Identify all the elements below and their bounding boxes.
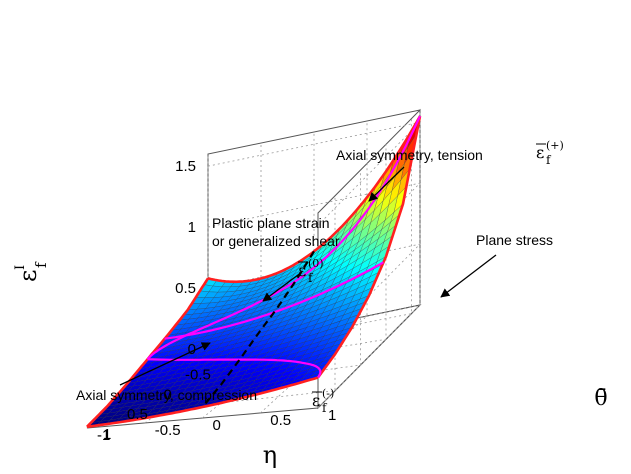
symbol-eps-minus-base: ε: [312, 391, 320, 410]
symbol-eps-zero-sub: f: [308, 271, 314, 285]
annotations: Axial symmetry, tension Plastic plane str…: [76, 139, 564, 415]
symbol-eps-zero: ε (0)f: [298, 257, 324, 285]
z-axis-title-base: ε: [14, 270, 42, 282]
symbol-eps-zero-sup: (0): [308, 257, 324, 270]
surface-edge-eta-max: [86, 376, 319, 429]
curve-plane-strain-left: [146, 115, 421, 361]
symbol-eps-zero-base: ε: [298, 261, 306, 280]
z-tick-label-1: 0.5: [175, 280, 196, 297]
z-tick-label-2: 1: [188, 219, 196, 236]
curve-eps-zero-dashed: [201, 250, 315, 408]
axis-titles: ηθ̄εI f: [13, 261, 608, 469]
symbol-eps-minus-sup: (-): [322, 387, 334, 400]
x-tick-label-1: 0: [163, 386, 171, 403]
x-tick-label-3: 1: [103, 426, 111, 443]
tick-labels: 00.511.5-0.500.51-1 -0.5 0 0.5 1: [97, 158, 336, 444]
symbol-eps-plus-sub: f: [546, 153, 552, 167]
arrow-plane-strain: [262, 271, 303, 302]
z-axis-title-superscript: I: [13, 265, 28, 270]
y-axis-title: θ̄: [594, 386, 607, 411]
x-tick-label-0: -0.5: [185, 367, 211, 384]
y-tick-label-1: -0.5: [155, 422, 181, 439]
z-tick-label-0: 0: [188, 341, 196, 358]
y-tick-label-3: 0.5: [270, 412, 291, 429]
surface: [86, 116, 421, 428]
z-axis-title-subscript: f: [32, 261, 50, 268]
y-tick-label-4: 1: [328, 407, 336, 424]
curves: [86, 115, 422, 429]
annotation-plane-strain-line-0: Plastic plane strain: [212, 215, 330, 231]
z-grid-line-0: [207, 304, 422, 409]
arrow-compression: [119, 342, 211, 386]
y-tick-label-0: -1: [97, 427, 110, 444]
symbol-eps-minus: ε (-)f: [312, 387, 334, 415]
z-tick-label-3: 1.5: [175, 158, 196, 175]
annotation-plane-stress-line-0: Plane stress: [476, 232, 553, 248]
annotation-tension-line-0: Axial symmetry, tension: [336, 147, 483, 163]
arrow-tension: [368, 166, 405, 202]
arrow-plane-stress: [440, 254, 497, 298]
symbol-eps-plus-sup: (+): [546, 139, 564, 152]
symbol-eps-plus: ε (+)f: [536, 139, 564, 167]
curve-axial-tension: [316, 115, 422, 379]
curve-plane-stress: [147, 358, 322, 379]
x-tick-label-2: 0.5: [127, 406, 148, 423]
y-tick-label-2: 0: [213, 417, 221, 434]
annotation-plane-strain-line-1: or generalized shear: [212, 233, 340, 249]
x-axis-title: η: [263, 441, 277, 469]
symbol-eps-plus-base: ε: [536, 143, 544, 162]
z-axis-title: εI f: [13, 261, 50, 282]
annotation-compression-line-0: Axial symmetry, compression: [76, 387, 257, 403]
symbol-eps-minus-sub: f: [322, 401, 328, 415]
